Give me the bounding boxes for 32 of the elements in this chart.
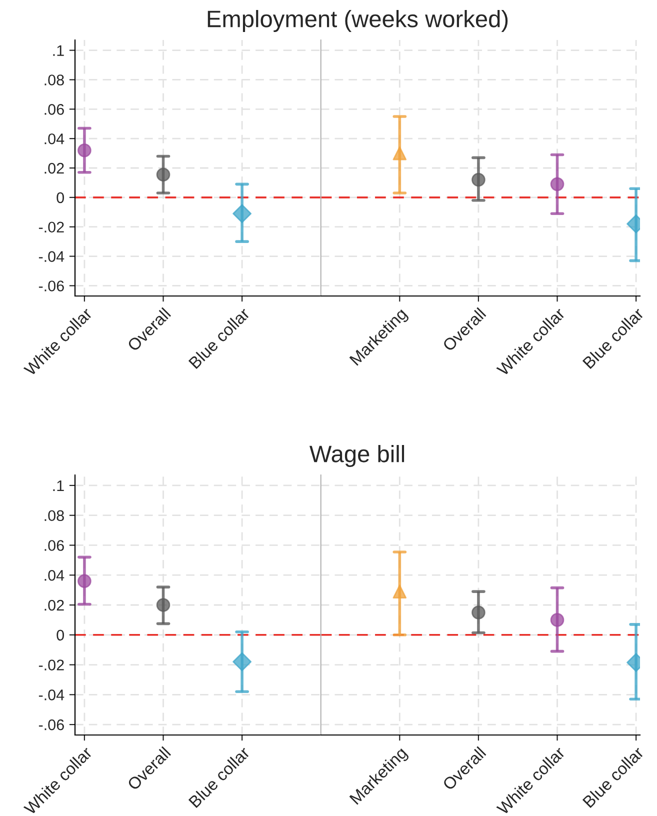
y-tick-label: -.02	[38, 660, 64, 670]
point	[550, 613, 564, 627]
y-tick-label: 0	[56, 192, 64, 204]
y-tick-label: .06	[44, 540, 64, 551]
y-tick-label: .04	[44, 133, 64, 144]
point	[472, 606, 486, 620]
y-tick-label: .08	[44, 510, 64, 522]
point	[156, 168, 170, 182]
y-tick-label: .06	[44, 104, 64, 115]
chart-title: Employment (weeks worked)	[208, 10, 508, 32]
y-tick-label: .02	[44, 162, 64, 174]
y-tick-label: -.06	[38, 280, 64, 292]
point	[392, 146, 407, 160]
point	[78, 143, 92, 158]
y-tick-label: .02	[44, 600, 64, 611]
point	[472, 172, 486, 187]
y-tick-label: .1	[53, 45, 64, 56]
point	[156, 598, 170, 612]
point	[392, 584, 407, 598]
point	[78, 574, 92, 588]
point	[232, 204, 252, 224]
y-tick-label: -.02	[38, 222, 64, 233]
point	[550, 177, 564, 192]
y-tick-label: .1	[53, 480, 64, 491]
point	[232, 652, 252, 672]
y-tick-label: .08	[44, 74, 64, 86]
y-tick-label: 0	[56, 630, 64, 641]
y-tick-label: -.04	[38, 690, 64, 700]
y-tick-label: .04	[44, 570, 64, 581]
y-tick-label: -.04	[38, 251, 64, 262]
chart-title: Wage bill	[309, 444, 404, 467]
y-tick-label: -.06	[38, 719, 64, 730]
